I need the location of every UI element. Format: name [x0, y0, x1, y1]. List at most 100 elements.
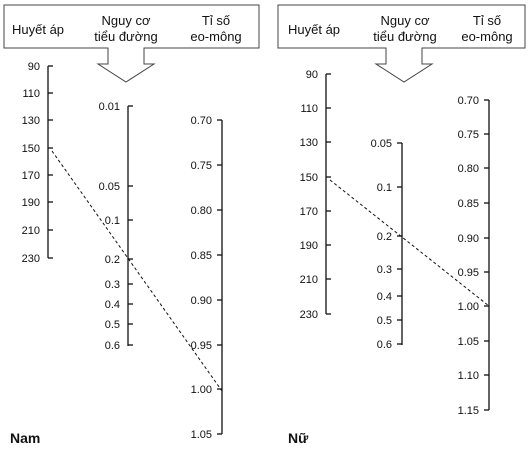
male-bp-tick: 130: [22, 115, 53, 127]
male-bp-tick-label: 150: [22, 143, 40, 155]
male-risk-tick-label: 0.4: [105, 299, 120, 311]
female-whr-tick-label: 0.80: [458, 163, 479, 175]
male-whr-tick: 1.00: [191, 384, 222, 396]
female-bp-tick-label: 170: [300, 206, 318, 218]
male-bp-tick-label: 190: [22, 197, 40, 209]
female-risk-tick-label: 0.3: [377, 264, 392, 276]
female-whr-tick: 0.70: [458, 95, 489, 107]
female-risk-tick: 0.3: [377, 264, 402, 276]
female-bp-tick: 210: [300, 274, 331, 286]
female-whr-tick-label: 0.95: [458, 267, 479, 279]
male-risk-tick: 0.01: [99, 101, 133, 113]
female-whr-tick: 1.00: [458, 301, 489, 313]
male-bp-tick: 150: [22, 143, 53, 155]
male-bp-tick-label: 210: [22, 225, 40, 237]
male-risk-scale: 0.01 0.05 0.1 0.2 0.3 0.4 0.5 0.6: [99, 101, 133, 352]
male-risk-tick: 0.6: [105, 340, 133, 352]
female-risk-tick: 0.6: [377, 339, 402, 351]
female-header-whr-line1: Tỉ số: [473, 13, 501, 28]
female-risk-tick-label: 0.2: [377, 231, 392, 243]
male-header-risk-line1: Nguy cơ: [102, 13, 151, 28]
female-header-risk-line2: tiểu đường: [373, 29, 437, 44]
male-risk-tick: 0.4: [105, 299, 133, 311]
male-whr-tick: 1.05: [191, 429, 222, 441]
female-bp-tick-label: 90: [306, 69, 318, 81]
male-header-whr-line2: eo-mông: [190, 29, 241, 44]
male-bp-tick: 170: [22, 170, 53, 182]
male-whr-tick: 0.75: [191, 160, 222, 172]
male-bp-tick: 90: [28, 61, 53, 73]
female-panel: Huyết áp Nguy cơ tiểu đường Tỉ số eo-môn…: [277, 4, 526, 446]
female-whr-tick-label: 1.00: [458, 301, 479, 313]
female-risk-tick-label: 0.05: [371, 138, 392, 150]
female-risk-tick-label: 0.4: [377, 291, 392, 303]
male-risk-tick-label: 0.05: [99, 181, 120, 193]
female-header-whr-line2: eo-mông: [461, 29, 512, 44]
female-header-risk-line1: Nguy cơ: [381, 13, 430, 28]
female-bp-tick-label: 110: [300, 103, 318, 115]
female-whr-tick: 0.90: [458, 233, 489, 245]
male-bp-scale: 90 110 130 150 170 190 210 230: [22, 61, 53, 265]
female-whr-tick: 0.95: [458, 267, 489, 279]
female-whr-tick-label: 0.90: [458, 233, 479, 245]
male-whr-tick-label: 0.85: [191, 250, 212, 262]
female-bp-tick-label: 210: [300, 274, 318, 286]
male-header-bp: Huyết áp: [12, 22, 64, 37]
male-example-guide-line: [51, 150, 223, 392]
female-risk-tick-label: 0.5: [377, 315, 392, 327]
male-whr-tick-label: 0.75: [191, 160, 212, 172]
male-panel: Huyết áp Nguy cơ tiểu đường Tỉ số eo-môn…: [3, 4, 260, 446]
male-risk-tick-label: 0.01: [99, 101, 120, 113]
male-risk-tick: 0.5: [105, 319, 133, 331]
female-header-box: [277, 4, 526, 83]
female-bp-tick-label: 190: [300, 240, 318, 252]
female-whr-tick: 0.75: [458, 129, 489, 141]
male-whr-tick-label: 0.95: [191, 340, 212, 352]
male-whr-tick-label: 1.00: [191, 384, 212, 396]
female-whr-tick: 0.80: [458, 163, 489, 175]
female-risk-tick-label: 0.1: [377, 182, 392, 194]
female-whr-tick-label: 1.05: [458, 336, 479, 348]
male-whr-tick: 0.80: [191, 205, 222, 217]
male-risk-tick-label: 0.6: [105, 340, 120, 352]
female-risk-scale: 0.05 0.1 0.2 0.3 0.4 0.5 0.6: [371, 138, 403, 351]
male-whr-tick: 0.70: [191, 115, 222, 127]
female-whr-tick-label: 1.10: [458, 370, 479, 382]
female-bp-tick: 190: [300, 240, 331, 252]
female-risk-tick: 0.2: [377, 231, 402, 243]
female-bp-tick: 110: [300, 103, 331, 115]
female-whr-tick-label: 0.75: [458, 129, 479, 141]
female-bp-tick: 230: [300, 309, 331, 321]
male-bp-tick: 190: [22, 197, 53, 209]
male-bp-tick: 110: [22, 88, 53, 100]
female-bp-tick: 90: [306, 69, 331, 81]
male-risk-tick: 0.1: [105, 215, 133, 227]
male-header-risk-line2: tiểu đường: [94, 29, 158, 44]
male-bp-tick-label: 130: [22, 115, 40, 127]
female-example-guide-line: [329, 179, 490, 307]
female-header-bp: Huyết áp: [288, 22, 340, 37]
male-risk-tick-label: 0.3: [105, 279, 120, 291]
male-bp-tick-label: 230: [22, 253, 40, 265]
male-whr-tick: 0.85: [191, 250, 222, 262]
male-bp-tick: 210: [22, 225, 53, 237]
female-risk-tick: 0.4: [377, 291, 402, 303]
male-bp-tick-label: 110: [22, 88, 40, 100]
female-bp-tick-label: 130: [300, 137, 318, 149]
male-whr-tick: 0.95: [191, 340, 222, 352]
male-whr-tick-label: 0.80: [191, 205, 212, 217]
male-whr-tick-label: 1.05: [191, 429, 212, 441]
male-panel-label: Nam: [10, 430, 40, 446]
female-panel-label: Nữ: [288, 430, 309, 446]
female-whr-tick: 1.05: [458, 336, 489, 348]
male-header-box: [3, 4, 260, 83]
male-bp-tick-label: 90: [28, 61, 40, 73]
female-whr-tick: 1.15: [458, 405, 489, 417]
female-whr-scale: 0.70 0.75 0.80 0.85 0.90 0.95 1.00 1.05 …: [458, 95, 490, 417]
male-whr-tick: 0.90: [191, 295, 222, 307]
male-risk-tick: 0.3: [105, 279, 133, 291]
female-whr-tick-label: 1.15: [458, 405, 479, 417]
male-header-whr-line1: Tỉ số: [202, 13, 230, 28]
